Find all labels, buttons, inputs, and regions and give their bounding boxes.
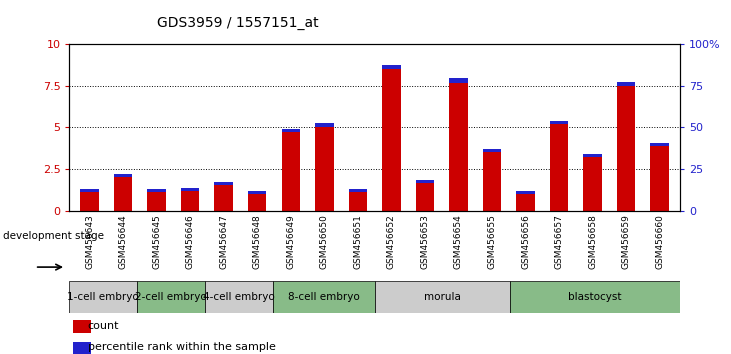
Bar: [583, 158, 602, 211]
Bar: [181, 188, 200, 191]
Bar: [69, 281, 137, 313]
Text: GSM456645: GSM456645: [152, 214, 161, 269]
Text: GSM456643: GSM456643: [85, 214, 94, 269]
Bar: [181, 191, 200, 211]
Bar: [416, 183, 434, 211]
Bar: [382, 69, 401, 211]
Text: GSM456656: GSM456656: [521, 214, 530, 269]
Text: GSM456644: GSM456644: [118, 214, 128, 269]
Text: 2-cell embryo: 2-cell embryo: [135, 292, 207, 302]
Bar: [482, 152, 501, 211]
Text: GSM456650: GSM456650: [320, 214, 329, 269]
Text: 1-cell embryo: 1-cell embryo: [67, 292, 139, 302]
Text: GSM456646: GSM456646: [186, 214, 194, 269]
Text: GSM456648: GSM456648: [253, 214, 262, 269]
Bar: [315, 123, 333, 127]
Bar: [148, 189, 166, 192]
Bar: [617, 82, 635, 86]
Bar: [148, 192, 166, 211]
Bar: [248, 194, 267, 211]
Bar: [550, 121, 568, 124]
Bar: [281, 132, 300, 211]
Bar: [137, 281, 205, 313]
Bar: [349, 192, 367, 211]
Bar: [114, 177, 132, 211]
Text: blastocyst: blastocyst: [568, 292, 622, 302]
Text: 8-cell embryo: 8-cell embryo: [288, 292, 360, 302]
Text: development stage: development stage: [4, 231, 105, 241]
Text: GSM456655: GSM456655: [488, 214, 496, 269]
Bar: [114, 173, 132, 177]
Bar: [651, 143, 669, 146]
Text: GSM456660: GSM456660: [655, 214, 664, 269]
Bar: [516, 191, 535, 194]
Text: GSM456654: GSM456654: [454, 214, 463, 269]
Bar: [205, 281, 273, 313]
Bar: [349, 189, 367, 192]
Text: GSM456647: GSM456647: [219, 214, 228, 269]
Bar: [80, 192, 99, 211]
Text: GSM456652: GSM456652: [387, 214, 396, 269]
Text: GSM456657: GSM456657: [555, 214, 564, 269]
Bar: [73, 320, 91, 333]
Text: GSM456653: GSM456653: [420, 214, 429, 269]
Bar: [214, 185, 233, 211]
Text: GSM456651: GSM456651: [353, 214, 363, 269]
Bar: [248, 191, 267, 194]
Bar: [450, 78, 468, 82]
Bar: [651, 146, 669, 211]
Bar: [73, 342, 91, 354]
Bar: [315, 127, 333, 211]
Bar: [510, 281, 680, 313]
Bar: [382, 65, 401, 69]
Text: GDS3959 / 1557151_at: GDS3959 / 1557151_at: [157, 16, 319, 30]
Bar: [416, 180, 434, 183]
Bar: [482, 149, 501, 152]
Text: GSM456649: GSM456649: [287, 214, 295, 269]
Bar: [281, 130, 300, 132]
Bar: [273, 281, 374, 313]
Text: GSM456658: GSM456658: [588, 214, 597, 269]
Bar: [214, 182, 233, 185]
Text: 4-cell embryo: 4-cell embryo: [203, 292, 275, 302]
Bar: [450, 82, 468, 211]
Text: percentile rank within the sample: percentile rank within the sample: [88, 342, 276, 352]
Text: GSM456659: GSM456659: [621, 214, 631, 269]
Bar: [80, 189, 99, 192]
Bar: [550, 124, 568, 211]
Text: morula: morula: [424, 292, 461, 302]
Text: count: count: [88, 321, 119, 331]
Bar: [583, 154, 602, 158]
Bar: [516, 194, 535, 211]
Bar: [374, 281, 510, 313]
Bar: [617, 86, 635, 211]
